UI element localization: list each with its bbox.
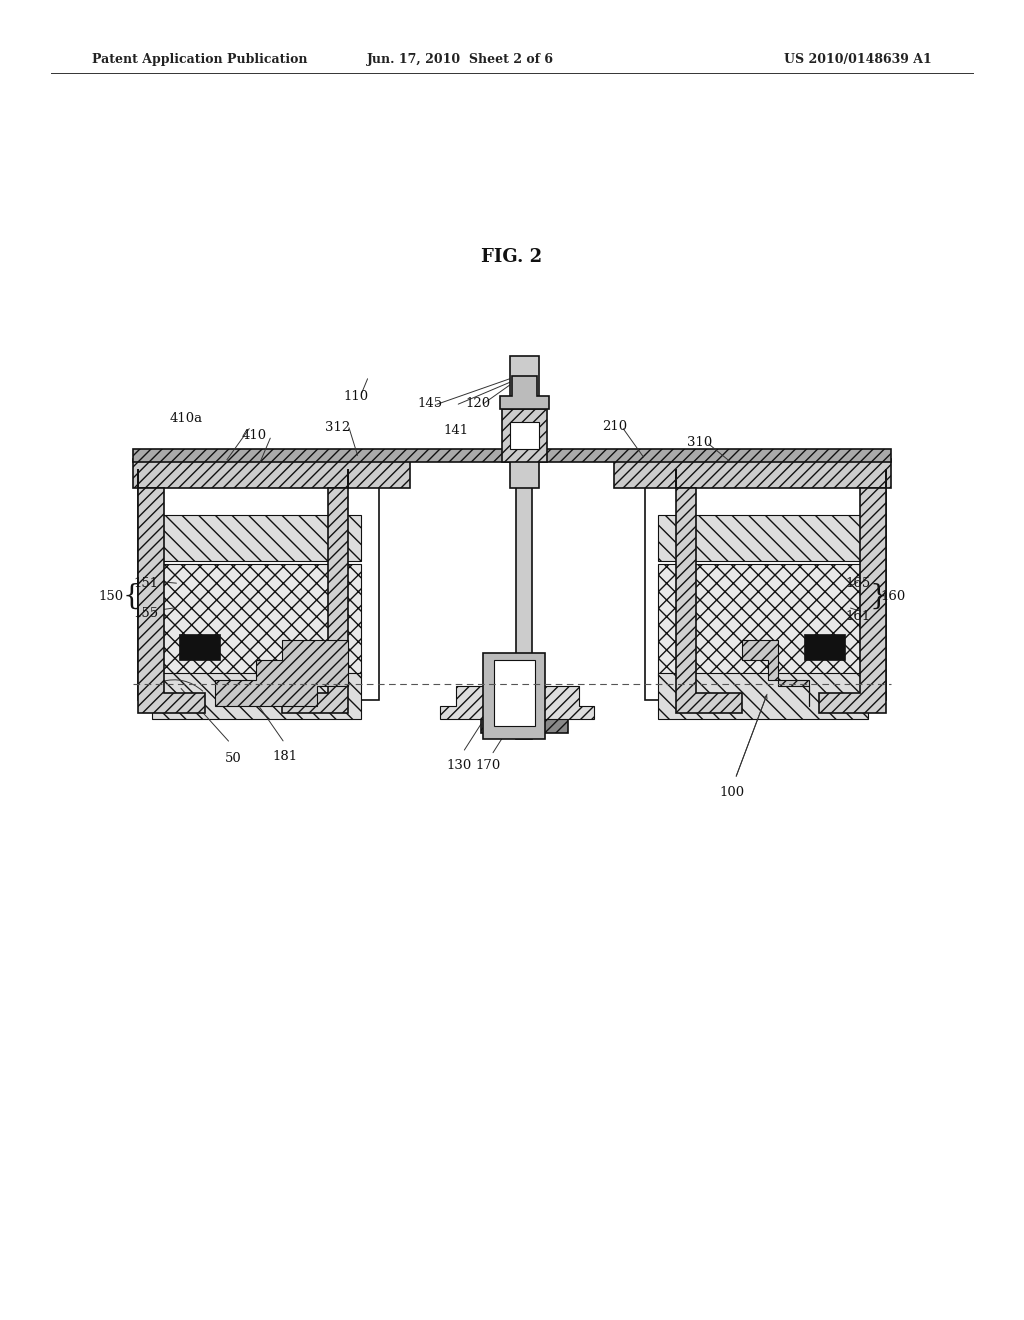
Polygon shape	[500, 376, 549, 409]
Text: {: {	[122, 583, 140, 610]
Polygon shape	[481, 700, 568, 733]
Text: 151: 151	[134, 577, 159, 590]
Text: 130: 130	[446, 759, 471, 772]
Polygon shape	[215, 640, 348, 706]
FancyBboxPatch shape	[658, 564, 868, 676]
Text: Patent Application Publication: Patent Application Publication	[92, 53, 307, 66]
FancyBboxPatch shape	[516, 383, 532, 739]
Text: Jun. 17, 2010  Sheet 2 of 6: Jun. 17, 2010 Sheet 2 of 6	[368, 53, 554, 66]
FancyBboxPatch shape	[133, 449, 891, 462]
Polygon shape	[440, 686, 594, 719]
Text: 155: 155	[134, 607, 159, 620]
FancyBboxPatch shape	[133, 459, 410, 488]
Text: 312: 312	[326, 421, 350, 434]
Polygon shape	[742, 640, 809, 706]
Text: 160: 160	[881, 590, 905, 603]
Text: US 2010/0148639 A1: US 2010/0148639 A1	[784, 53, 932, 66]
FancyBboxPatch shape	[179, 634, 220, 660]
Text: 110: 110	[344, 389, 369, 403]
FancyBboxPatch shape	[658, 673, 868, 719]
FancyBboxPatch shape	[494, 660, 535, 726]
Polygon shape	[138, 469, 205, 713]
Text: 100: 100	[720, 785, 744, 799]
FancyBboxPatch shape	[510, 422, 539, 449]
FancyBboxPatch shape	[502, 409, 547, 462]
Polygon shape	[819, 469, 886, 713]
FancyBboxPatch shape	[483, 653, 545, 739]
FancyBboxPatch shape	[152, 515, 361, 561]
FancyBboxPatch shape	[645, 469, 886, 700]
Text: 410a: 410a	[170, 412, 203, 425]
Text: 170: 170	[476, 759, 501, 772]
Text: FIG. 2: FIG. 2	[481, 248, 543, 267]
FancyBboxPatch shape	[152, 564, 361, 676]
Text: 165: 165	[846, 577, 870, 590]
FancyBboxPatch shape	[658, 515, 868, 561]
Text: 120: 120	[466, 397, 490, 411]
Text: 310: 310	[687, 436, 712, 449]
FancyBboxPatch shape	[152, 673, 361, 719]
Text: }: }	[869, 583, 888, 610]
Text: 145: 145	[418, 397, 442, 411]
Text: 150: 150	[98, 590, 123, 603]
FancyBboxPatch shape	[804, 634, 845, 660]
Text: 410: 410	[242, 429, 266, 442]
FancyBboxPatch shape	[614, 459, 891, 488]
Text: 161: 161	[846, 610, 870, 623]
FancyBboxPatch shape	[510, 356, 539, 488]
FancyBboxPatch shape	[138, 469, 379, 700]
Text: 50: 50	[225, 752, 242, 766]
Text: 141: 141	[443, 424, 468, 437]
Text: 181: 181	[272, 750, 297, 763]
Polygon shape	[282, 469, 348, 713]
Polygon shape	[676, 469, 742, 713]
Text: 210: 210	[602, 420, 627, 433]
